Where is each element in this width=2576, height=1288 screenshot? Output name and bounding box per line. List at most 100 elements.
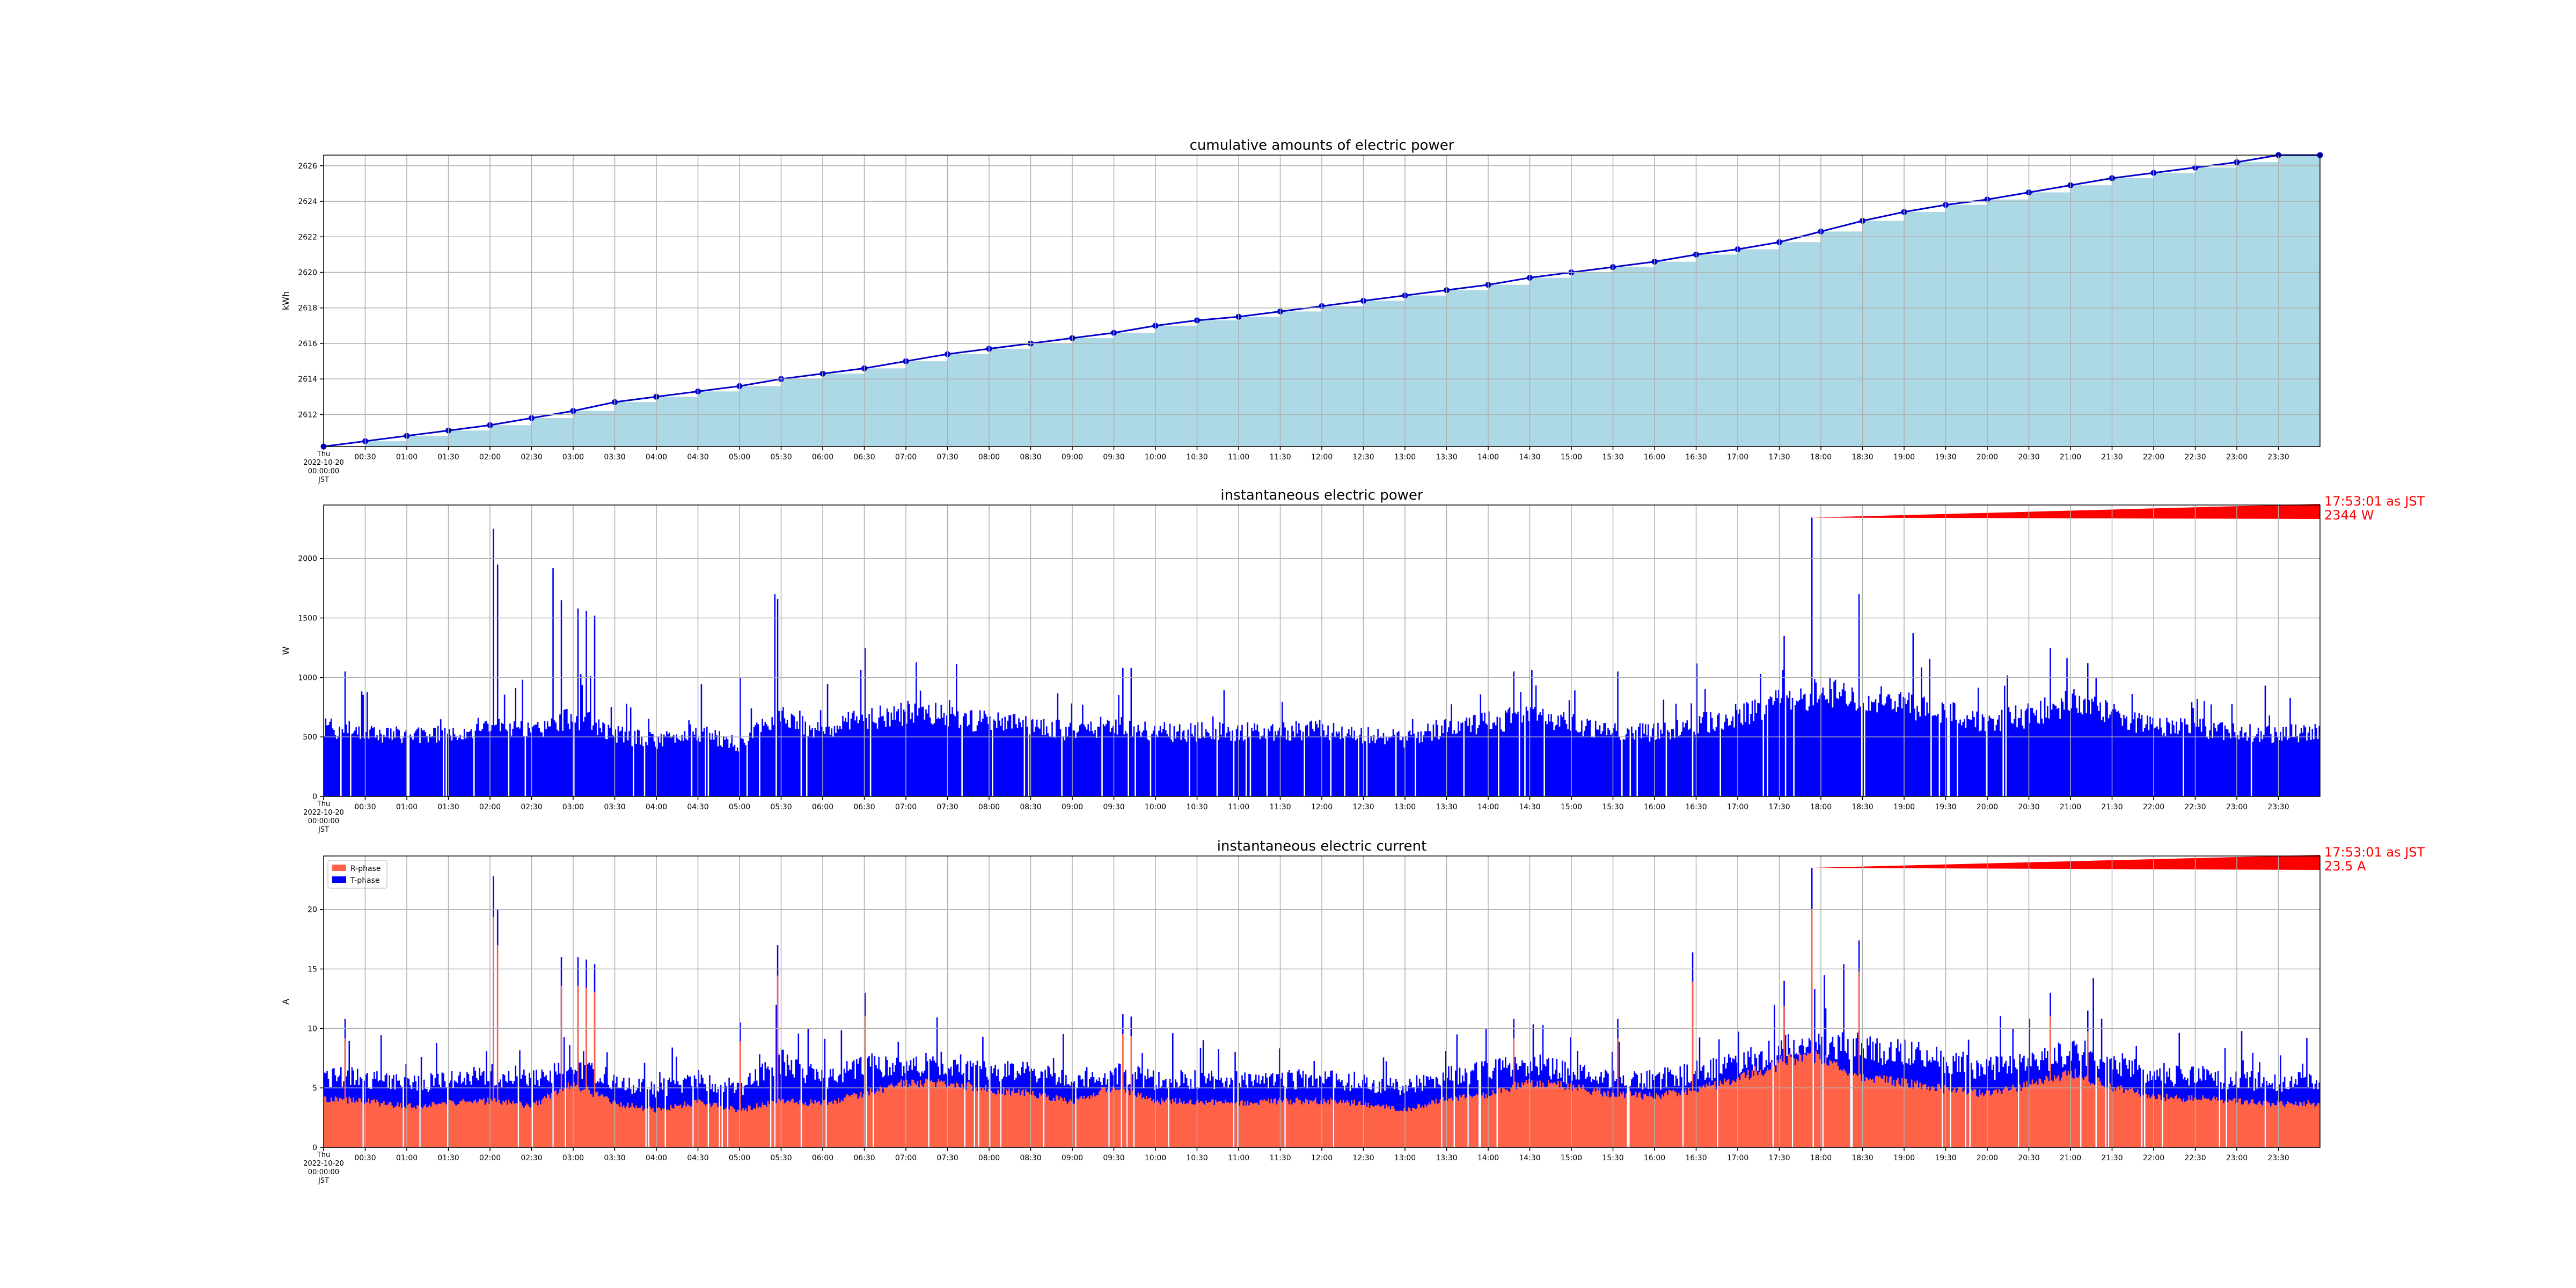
x-tick-label: 05:30	[770, 453, 792, 462]
x-tick-label: 08:30	[1020, 453, 1041, 462]
y-tick-label: 2612	[298, 411, 317, 419]
x-tick-label: 18:30	[1851, 453, 1873, 462]
x-tick-label: 02:00	[479, 453, 501, 462]
x-start-label: JST	[318, 476, 329, 484]
legend: R-phaseT-phase	[327, 860, 387, 889]
y-tick-label: 2618	[298, 304, 317, 313]
x-tick-label: 02:00	[479, 803, 501, 811]
panel-title: instantaneous electric current	[1217, 838, 1427, 854]
x-tick-label: 04:00	[646, 453, 667, 462]
x-tick-label: 19:00	[1893, 1154, 1915, 1162]
x-tick-label: 22:30	[2184, 453, 2206, 462]
x-tick-label: 14:00	[1477, 1154, 1499, 1162]
x-tick-label: 09:30	[1103, 803, 1124, 811]
y-axis-label: A	[281, 999, 291, 1005]
y-axis-label: W	[281, 646, 291, 655]
x-tick-label: 20:00	[1977, 453, 1998, 462]
x-tick-label: 17:00	[1727, 453, 1748, 462]
x-tick-label: 07:00	[895, 803, 917, 811]
y-tick-label: 15	[308, 965, 317, 974]
x-tick-label: 20:30	[2018, 453, 2039, 462]
x-tick-label: 05:30	[770, 1154, 792, 1162]
x-tick-label: 05:00	[729, 803, 750, 811]
x-tick-label: 22:30	[2184, 1154, 2206, 1162]
x-tick-label: 19:00	[1893, 803, 1915, 811]
x-tick-label: 01:30	[437, 1154, 459, 1162]
x-tick-label: 08:30	[1020, 1154, 1041, 1162]
x-start-label: JST	[318, 1177, 329, 1185]
x-tick-label: 13:00	[1394, 1154, 1416, 1162]
x-tick-label: 15:30	[1602, 803, 1623, 811]
y-tick-label: 2614	[298, 375, 317, 384]
x-start-label: 2022-10-20	[303, 459, 344, 467]
x-tick-label: 17:30	[1768, 1154, 1790, 1162]
x-tick-label: 03:00	[562, 803, 584, 811]
x-tick-label: 00:30	[354, 803, 376, 811]
y-tick-label: 5	[312, 1084, 317, 1093]
x-tick-label: 18:00	[1810, 1154, 1832, 1162]
y-tick-label: 10	[308, 1024, 317, 1033]
x-start-label: 00:00:00	[308, 817, 339, 825]
x-tick-label: 09:00	[1062, 803, 1083, 811]
x-tick-label: 03:30	[604, 453, 625, 462]
x-tick-label: 09:00	[1062, 453, 1083, 462]
x-start-label: JST	[318, 826, 329, 834]
x-tick-label: 16:30	[1685, 803, 1707, 811]
x-tick-label: 10:30	[1186, 803, 1208, 811]
x-tick-label: 06:00	[812, 1154, 833, 1162]
instantaneous-power-panel: instantaneous electric power W 17:53:01 as…	[281, 487, 2425, 834]
x-tick-label: 14:00	[1477, 453, 1499, 462]
x-tick-label: 17:30	[1768, 453, 1790, 462]
x-tick-label: 07:30	[936, 803, 958, 811]
x-tick-label: 23:30	[2267, 1154, 2289, 1162]
y-tick-label: 1500	[298, 614, 317, 623]
y-tick-label: 0	[312, 1144, 317, 1152]
annotation-time: 17:53:01 as JST	[2324, 494, 2425, 509]
x-tick-label: 14:30	[1519, 453, 1540, 462]
x-tick-label: 09:30	[1103, 453, 1124, 462]
y-tick-label: 2622	[298, 233, 317, 241]
x-tick-label: 19:30	[1935, 453, 1956, 462]
x-tick-label: 01:30	[437, 453, 459, 462]
x-start-label: 2022-10-20	[303, 1160, 344, 1168]
x-tick-label: 00:30	[354, 453, 376, 462]
x-tick-label: 01:00	[396, 1154, 418, 1162]
x-tick-label: 15:30	[1602, 1154, 1623, 1162]
x-tick-label: 14:00	[1477, 803, 1499, 811]
x-tick-label: 22:00	[2143, 453, 2164, 462]
panel-title: instantaneous electric power	[1220, 487, 1423, 503]
x-tick-label: 00:30	[354, 1154, 376, 1162]
x-tick-label: 11:30	[1269, 803, 1291, 811]
x-tick-label: 13:30	[1436, 803, 1457, 811]
x-tick-label: 04:00	[646, 1154, 667, 1162]
x-tick-label: 07:00	[895, 453, 917, 462]
x-tick-label: 11:30	[1269, 453, 1291, 462]
x-start-label: 2022-10-20	[303, 809, 344, 817]
x-tick-label: 08:00	[978, 803, 1000, 811]
x-tick-label: 21:30	[2101, 803, 2123, 811]
grid	[324, 505, 2320, 797]
x-tick-label: 07:00	[895, 1154, 917, 1162]
x-tick-label: 05:00	[729, 1154, 750, 1162]
annotation-time: 17:53:01 as JST	[2324, 845, 2425, 860]
grid	[324, 155, 2320, 447]
x-tick-label: 06:30	[853, 1154, 875, 1162]
legend-swatch-t-phase	[332, 876, 346, 883]
grid	[324, 856, 2320, 1148]
x-tick-label: 16:00	[1644, 803, 1665, 811]
panel-title: cumulative amounts of electric power	[1190, 137, 1454, 153]
x-tick-label: 23:30	[2267, 803, 2289, 811]
x-tick-label: 14:30	[1519, 1154, 1540, 1162]
x-tick-label: 23:00	[2226, 1154, 2248, 1162]
y-tick-label: 0	[312, 793, 317, 801]
x-start-label: Thu	[317, 450, 330, 458]
x-tick-label: 17:00	[1727, 803, 1748, 811]
x-tick-label: 02:30	[521, 453, 542, 462]
x-tick-label: 01:00	[396, 453, 418, 462]
x-tick-label: 08:30	[1020, 803, 1041, 811]
x-tick-label: 10:30	[1186, 1154, 1208, 1162]
x-tick-label: 02:00	[479, 1154, 501, 1162]
x-tick-label: 06:30	[853, 803, 875, 811]
x-tick-label: 16:00	[1644, 453, 1665, 462]
